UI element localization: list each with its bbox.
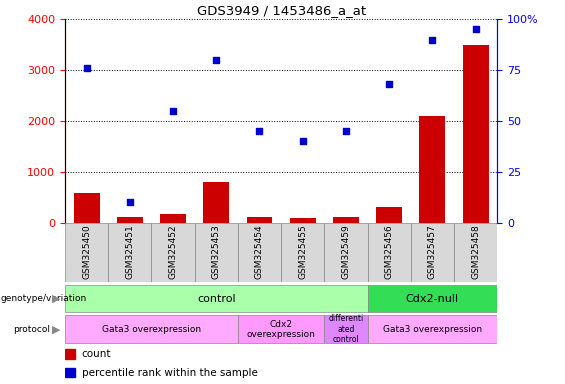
Bar [367, 316, 497, 343]
Text: GSM325453: GSM325453 [212, 225, 221, 279]
Text: GSM325455: GSM325455 [298, 225, 307, 279]
Bar [108, 223, 151, 282]
Text: GSM325452: GSM325452 [168, 225, 177, 279]
Text: GSM325459: GSM325459 [341, 225, 350, 279]
Bar [117, 217, 143, 223]
Text: GSM325458: GSM325458 [471, 225, 480, 279]
Bar [281, 223, 324, 282]
Bar [376, 207, 402, 223]
Point [341, 128, 350, 134]
Bar [65, 223, 108, 282]
Bar [65, 368, 75, 377]
Point [125, 199, 134, 205]
Text: ▶: ▶ [52, 293, 60, 304]
Text: Gata3 overexpression: Gata3 overexpression [383, 325, 482, 334]
Bar [65, 285, 368, 313]
Bar [463, 45, 489, 223]
Text: Cdx2
overexpression: Cdx2 overexpression [247, 319, 315, 339]
Bar [194, 223, 238, 282]
Text: GSM325456: GSM325456 [385, 225, 394, 279]
Bar [324, 223, 368, 282]
Bar [65, 316, 238, 343]
Bar [324, 316, 368, 343]
Bar [419, 116, 445, 223]
Point [471, 26, 480, 33]
Point [385, 81, 394, 88]
Bar [411, 223, 454, 282]
Bar [238, 223, 281, 282]
Text: genotype/variation: genotype/variation [1, 294, 87, 303]
Point [212, 57, 221, 63]
Bar [203, 182, 229, 223]
Text: ▶: ▶ [52, 324, 60, 334]
Bar [290, 218, 316, 223]
Text: control: control [197, 293, 236, 304]
Text: Gata3 overexpression: Gata3 overexpression [102, 325, 201, 334]
Point [168, 108, 177, 114]
Text: Cdx2-null: Cdx2-null [406, 293, 459, 304]
Text: GSM325454: GSM325454 [255, 225, 264, 279]
Text: GSM325451: GSM325451 [125, 225, 134, 279]
Bar [73, 193, 99, 223]
Point [428, 36, 437, 43]
Bar [367, 223, 411, 282]
Text: protocol: protocol [14, 325, 50, 334]
Bar [246, 217, 272, 223]
Bar [454, 223, 497, 282]
Point [255, 128, 264, 134]
Point [82, 65, 91, 71]
Text: GSM325450: GSM325450 [82, 225, 91, 279]
Bar [333, 217, 359, 223]
Text: count: count [82, 349, 111, 359]
Text: differenti
ated
control: differenti ated control [328, 314, 363, 344]
Bar [238, 316, 324, 343]
Title: GDS3949 / 1453486_a_at: GDS3949 / 1453486_a_at [197, 3, 366, 17]
Bar [65, 349, 75, 359]
Text: GSM325457: GSM325457 [428, 225, 437, 279]
Text: percentile rank within the sample: percentile rank within the sample [82, 367, 258, 377]
Point [298, 138, 307, 144]
Bar [367, 285, 497, 313]
Bar [160, 214, 186, 223]
Bar [151, 223, 194, 282]
